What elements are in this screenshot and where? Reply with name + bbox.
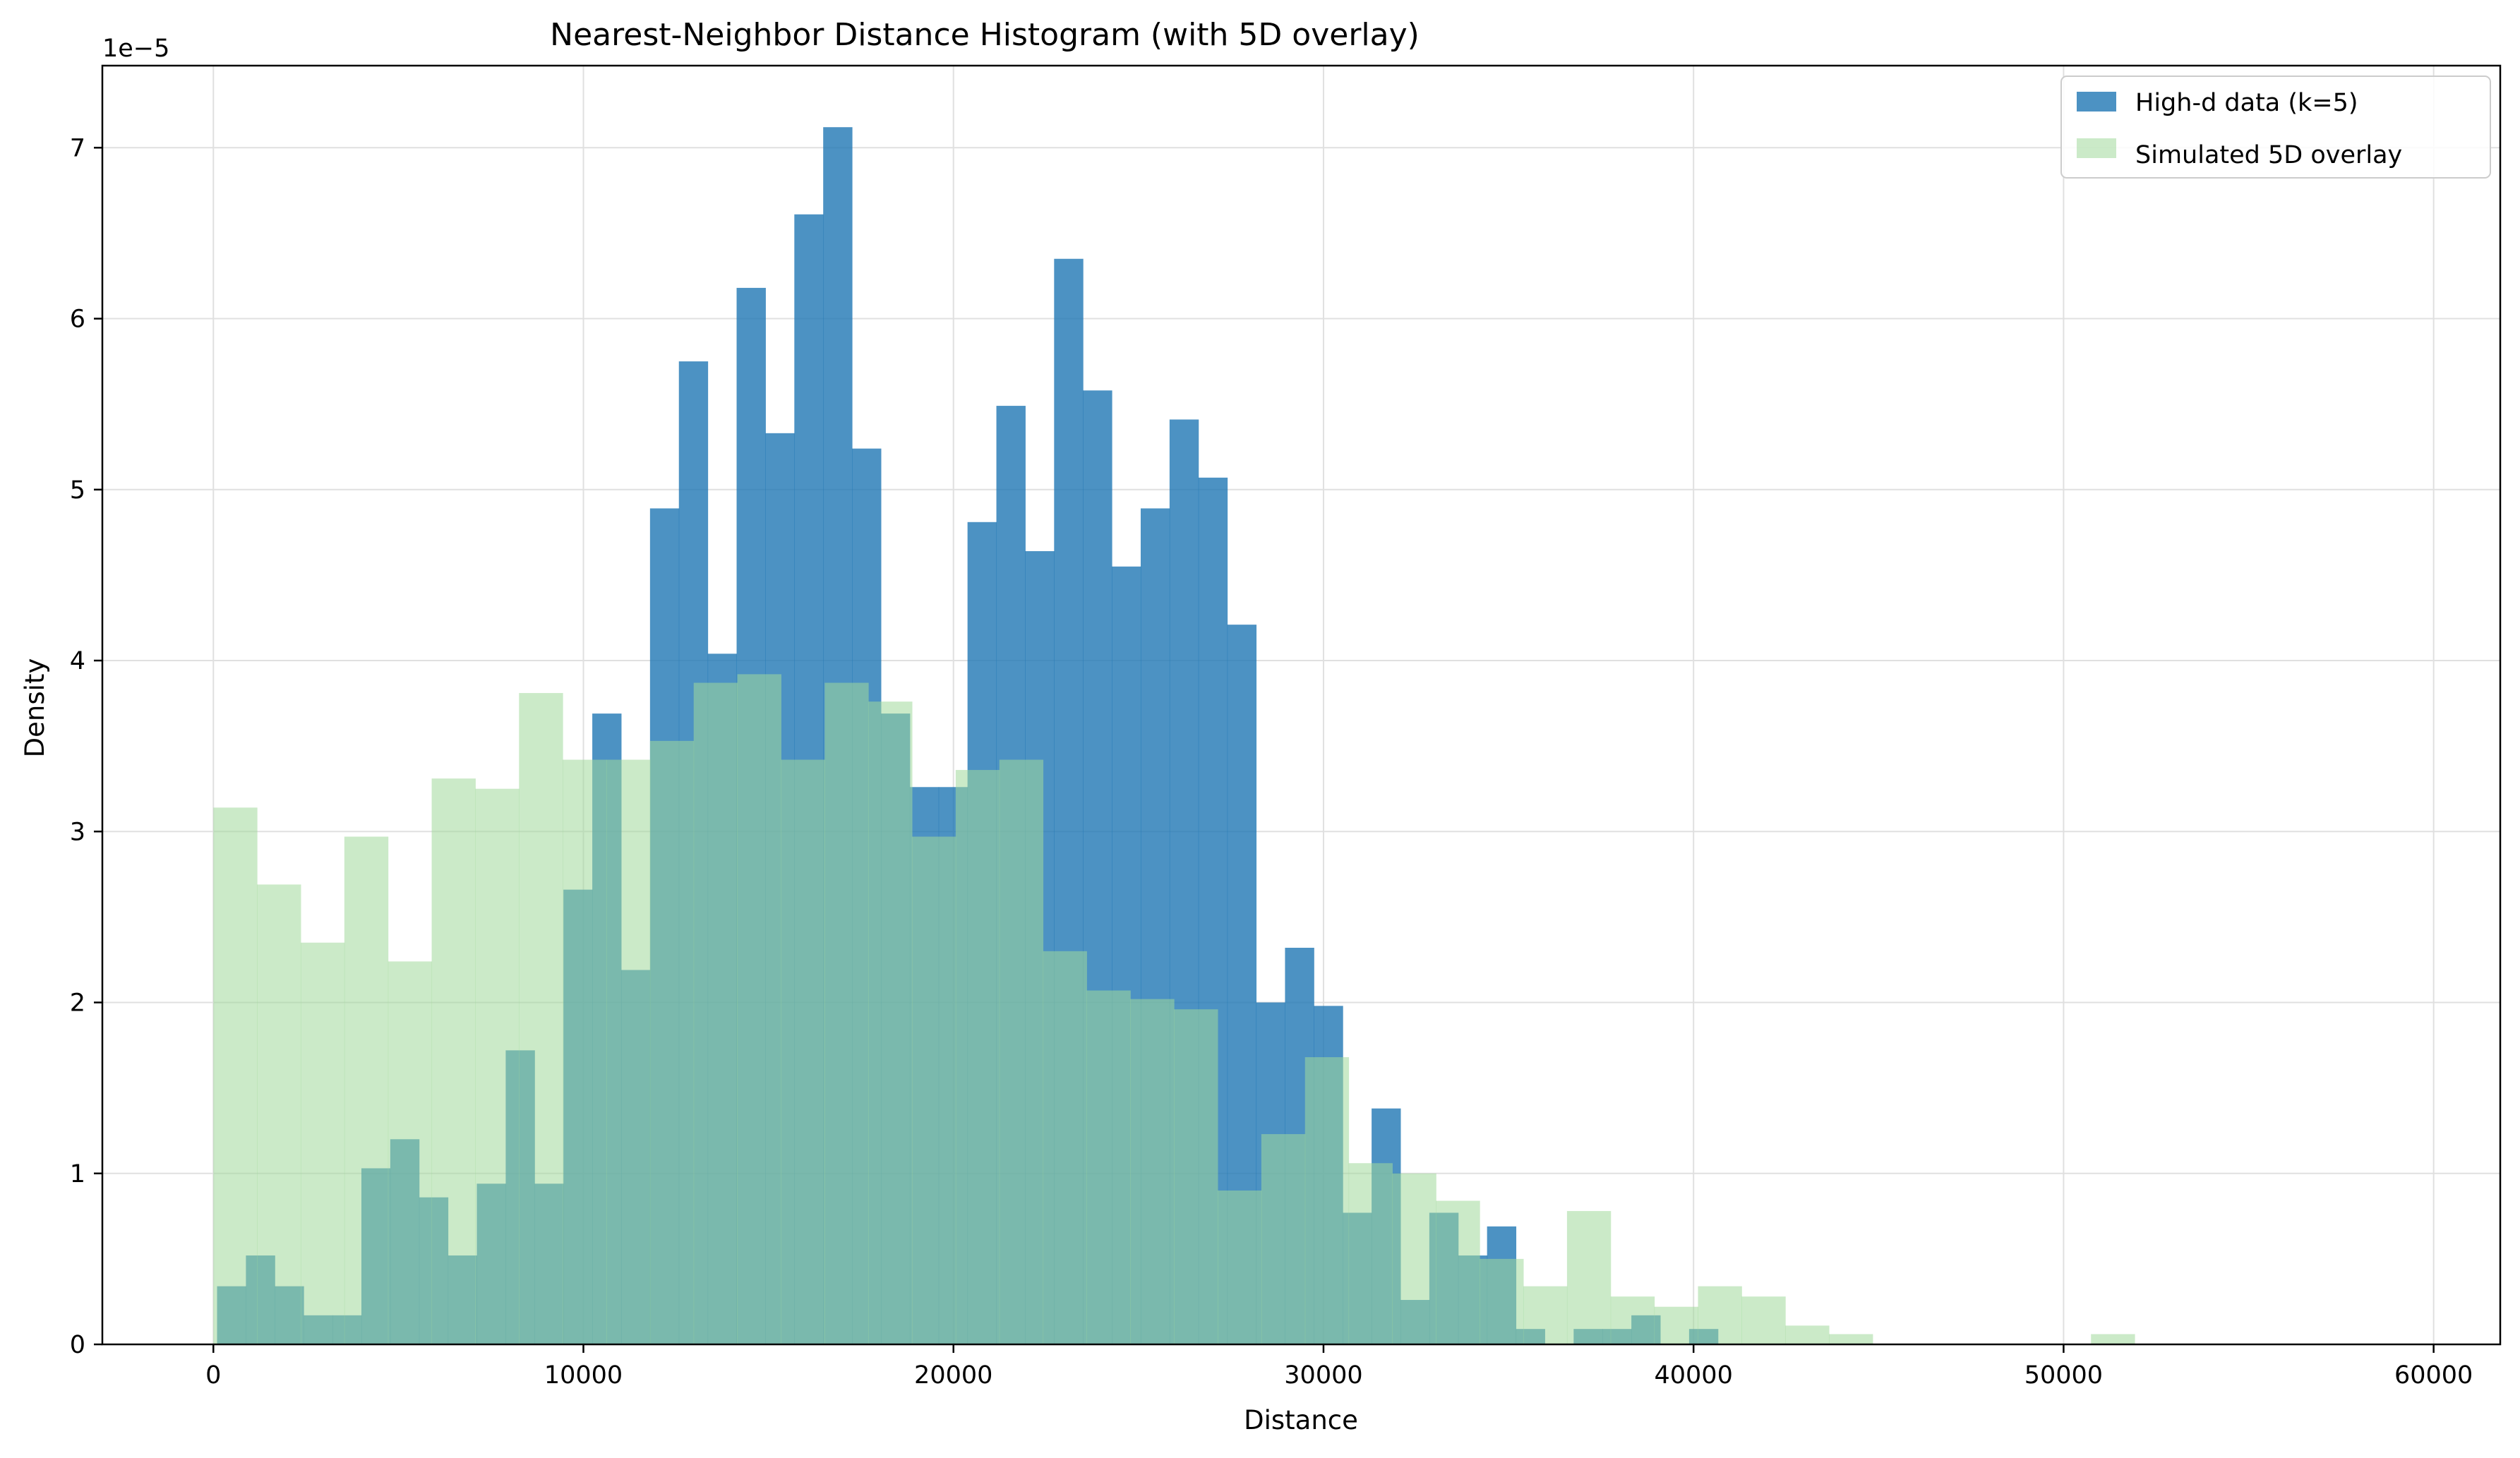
bar-simulated-5d	[1261, 1134, 1306, 1344]
bar-simulated-5d	[1392, 1173, 1436, 1344]
y-tick-label: 3	[70, 818, 85, 846]
bar-simulated-5d	[475, 788, 520, 1344]
bar-simulated-5d	[563, 759, 607, 1344]
histogram-bars	[213, 127, 2135, 1345]
x-tick-label: 0	[205, 1361, 221, 1390]
bar-simulated-5d	[1654, 1306, 1698, 1344]
bar-simulated-5d	[2091, 1334, 2135, 1344]
bar-simulated-5d	[868, 701, 913, 1344]
legend-box	[2060, 76, 2491, 179]
bar-simulated-5d	[1174, 1009, 1218, 1344]
legend-label-high-d: High-d data (k=5)	[2135, 89, 2358, 117]
legend-swatch-simulated-5d	[2077, 138, 2116, 158]
legend-label-simulated-5d: Simulated 5D overlay	[2135, 141, 2402, 169]
bar-simulated-5d	[1043, 951, 1087, 1344]
bar-simulated-5d	[824, 682, 869, 1344]
bar-simulated-5d	[999, 759, 1044, 1344]
bar-simulated-5d	[1218, 1190, 1262, 1344]
y-multiplier-label: 1e−5	[102, 35, 169, 63]
y-tick-label: 2	[70, 989, 85, 1018]
legend-swatch-high-d	[2077, 92, 2116, 112]
y-tick-label: 4	[70, 647, 85, 675]
y-axis-label: Density	[20, 658, 50, 758]
bar-simulated-5d	[1130, 999, 1175, 1344]
bar-simulated-5d	[1698, 1286, 1742, 1344]
x-tick-label: 10000	[544, 1361, 623, 1390]
bar-simulated-5d	[606, 759, 651, 1344]
bar-simulated-5d	[1610, 1296, 1655, 1344]
x-tick-label: 20000	[914, 1361, 992, 1390]
legend: High-d data (k=5) Simulated 5D overlay	[2060, 76, 2491, 179]
bar-simulated-5d	[781, 759, 825, 1344]
bar-simulated-5d	[1566, 1211, 1612, 1344]
bar-simulated-5d	[431, 778, 476, 1344]
y-tick-label: 1	[70, 1160, 85, 1188]
bar-simulated-5d	[388, 961, 433, 1344]
x-tick-label: 60000	[2394, 1361, 2473, 1390]
y-tick-label: 0	[70, 1331, 85, 1359]
y-tick-label: 7	[70, 134, 85, 162]
x-tick-label: 40000	[1655, 1361, 1733, 1390]
bar-simulated-5d	[912, 836, 956, 1344]
chart-title: Nearest-Neighbor Distance Histogram (wit…	[550, 17, 1420, 53]
bar-simulated-5d	[213, 807, 258, 1344]
bar-simulated-5d	[1436, 1200, 1480, 1344]
x-tick-label: 50000	[2024, 1361, 2103, 1390]
bar-simulated-5d	[1480, 1258, 1524, 1344]
bar-simulated-5d	[737, 674, 781, 1344]
axis-ticks: 0 10000 20000 30000 40000 50000 60000 0 1 2 3 4 5 6 7	[70, 134, 2473, 1390]
y-tick-label: 5	[70, 476, 85, 505]
bar-simulated-5d	[1348, 1163, 1393, 1344]
bar-simulated-5d	[693, 682, 738, 1344]
bar-simulated-5d	[344, 836, 389, 1344]
bar-simulated-5d	[1523, 1286, 1568, 1344]
bar-simulated-5d	[300, 942, 345, 1344]
plot-frame	[101, 64, 2502, 1346]
bar-simulated-5d	[955, 770, 1000, 1344]
bar-simulated-5d	[1086, 990, 1131, 1344]
bar-simulated-5d	[257, 884, 301, 1344]
bar-simulated-5d	[1304, 1057, 1350, 1344]
bar-simulated-5d	[649, 740, 695, 1344]
bar-simulated-5d	[1829, 1334, 1873, 1344]
x-axis-label: Distance	[1244, 1405, 1358, 1435]
y-tick-label: 6	[70, 306, 85, 334]
x-tick-label: 30000	[1284, 1361, 1362, 1390]
bar-simulated-5d	[1785, 1325, 1830, 1344]
bar-simulated-5d	[519, 693, 563, 1344]
bar-simulated-5d	[1741, 1296, 1786, 1344]
